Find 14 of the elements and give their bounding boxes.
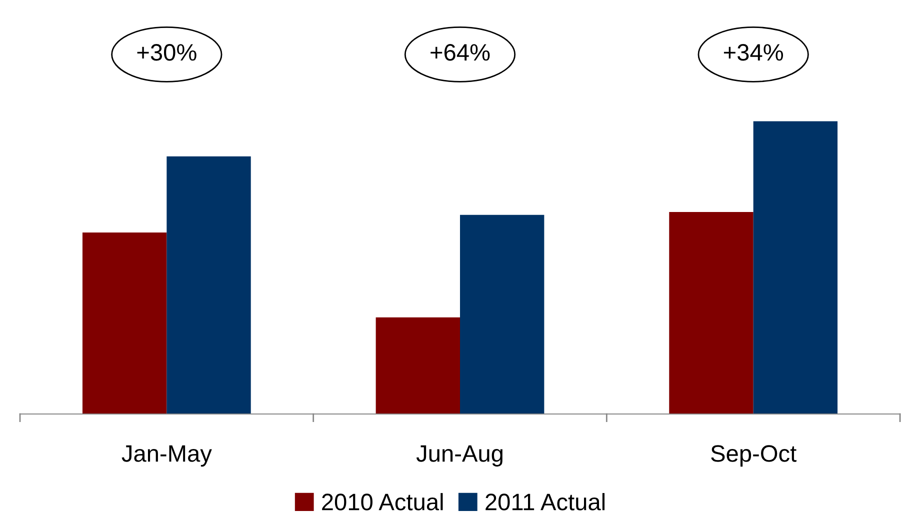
x-tick-label: Jan-May [122,445,212,467]
text: +30% [137,44,196,61]
legend-label: 2010 Actual [322,493,443,510]
x-tick-label: Jun-Aug [416,445,502,467]
x-tick-label: Sep-Oct [711,445,796,467]
bar [82,232,167,414]
bar [166,156,251,414]
legend-label: 2011 Actual [486,493,605,510]
bar [753,121,838,414]
text: +34% [724,44,784,61]
bar [669,212,754,414]
bar [376,317,460,414]
text: +64% [430,44,490,61]
bar [460,214,544,414]
